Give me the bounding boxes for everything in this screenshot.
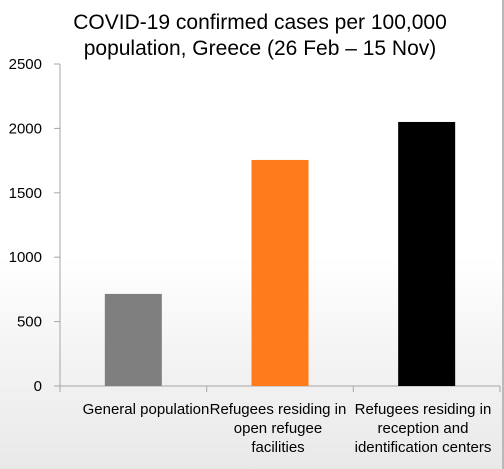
category-label-line: General population [82,401,210,418]
y-tick-label: 1000 [9,249,42,266]
y-tick-label: 1500 [9,185,42,202]
y-tick-label: 0 [34,378,42,395]
category-label-open-facilities: Refugees residing in open refugee facili… [203,400,353,457]
bar-1 [251,159,309,386]
bar-0 [104,293,162,386]
y-tick-label: 2500 [9,56,42,73]
category-label-reception-centers: Refugees residing in reception and ident… [348,400,498,457]
chart-title-line-1: COVID-19 confirmed cases per 100,000 [73,11,447,34]
category-label-line: Refugees residing in [209,401,347,418]
category-label-line: identification centers [354,439,492,456]
y-tick-label: 2000 [9,120,42,137]
chart-title: COVID-19 confirmed cases per 100,000 pop… [60,10,460,62]
bar-2 [398,121,456,387]
category-label-line: open refugee [233,420,323,437]
category-label-general-population: General population [71,400,221,419]
category-label-line: facilities [251,439,305,456]
chart-title-line-2: population, Greece (26 Feb – 15 Nov) [83,37,437,60]
category-label-line: Refugees residing in [354,401,492,418]
category-label-line: reception and [377,420,469,437]
y-tick-label: 500 [17,314,42,331]
